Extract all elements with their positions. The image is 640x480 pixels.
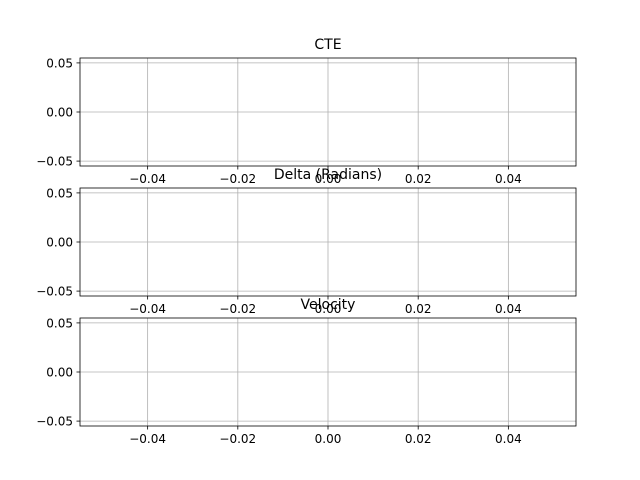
x-tick-label: 0.00 — [315, 432, 342, 446]
y-tick-label: 0.00 — [46, 106, 73, 120]
y-tick-label: 0.05 — [46, 186, 73, 200]
x-tick-label: 0.04 — [495, 172, 522, 186]
subplot-title: CTE — [314, 37, 341, 53]
y-tick-label: 0.00 — [46, 236, 73, 250]
y-tick-label: −0.05 — [36, 155, 73, 169]
x-tick-label: −0.04 — [129, 172, 166, 186]
x-tick-label: 0.00 — [315, 302, 342, 316]
y-tick-label: −0.05 — [36, 285, 73, 299]
x-tick-label: 0.02 — [405, 302, 432, 316]
x-tick-label: −0.04 — [129, 302, 166, 316]
y-tick-label: 0.05 — [46, 316, 73, 330]
y-tick-label: −0.05 — [36, 415, 73, 429]
x-tick-label: 0.04 — [495, 302, 522, 316]
subplot-title: Delta (Radians) — [274, 167, 382, 183]
subplot-2: −0.04 −0.02 0.00 0.02 0.04 0.05 0.00 −0.05 Delta… — [36, 167, 577, 316]
x-tick-label: 0.02 — [405, 172, 432, 186]
x-tick-label: −0.04 — [129, 432, 166, 446]
x-tick-label: 0.04 — [495, 432, 522, 446]
x-tick-label: −0.02 — [219, 432, 256, 446]
x-tick-label: −0.02 — [219, 172, 256, 186]
y-tick-label: 0.00 — [46, 366, 73, 380]
subplot-title: Velocity — [301, 297, 356, 313]
x-tick-label: 0.00 — [315, 172, 342, 186]
x-tick-label: 0.02 — [405, 432, 432, 446]
subplot-1: −0.04 −0.02 0.00 0.02 0.04 0.05 0.00 −0.05 CTE — [36, 37, 577, 186]
x-tick-label: −0.02 — [219, 302, 256, 316]
subplot-3: −0.04 −0.02 0.00 0.02 0.04 0.05 0.00 −0.05 Veloc… — [36, 297, 577, 446]
y-tick-label: 0.05 — [46, 56, 73, 70]
